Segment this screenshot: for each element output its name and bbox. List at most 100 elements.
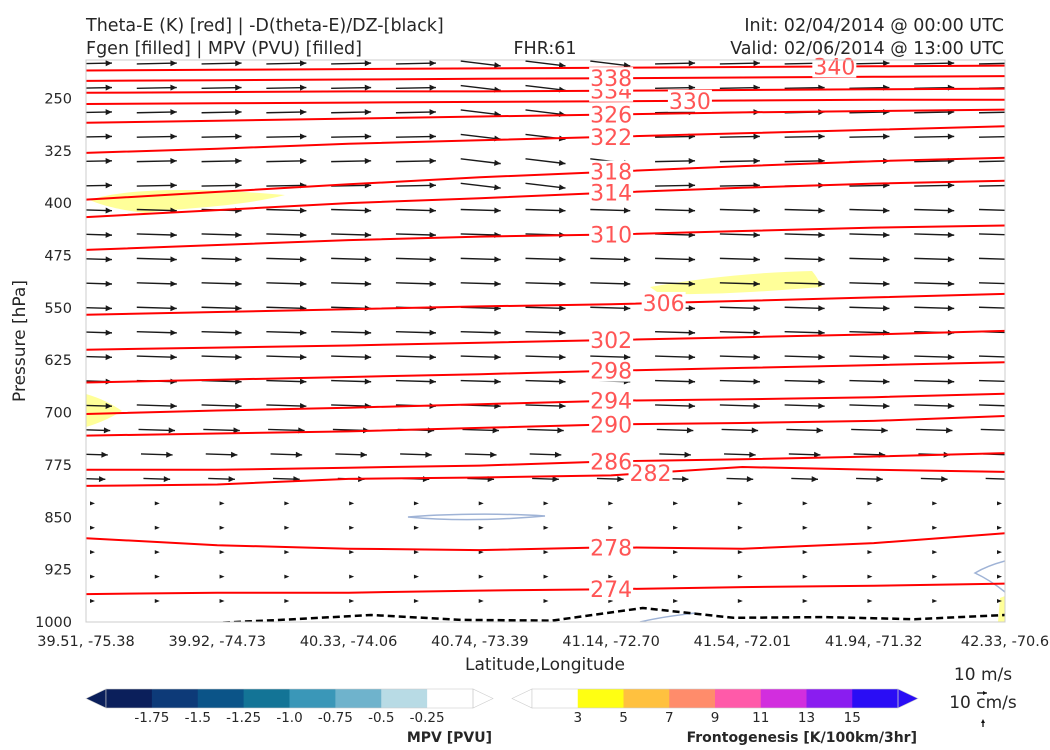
wind-arrow — [673, 501, 679, 506]
theta-e-label-layer: 2742782822862902942983023063103143183223… — [589, 55, 857, 603]
wind-arrow — [737, 525, 743, 530]
wind-arrow — [784, 354, 825, 361]
wind-arrow — [590, 305, 631, 312]
wind-arrow — [154, 550, 160, 555]
wind-arrow — [90, 525, 95, 530]
theta-e-label-bg — [589, 103, 634, 126]
wind-arrow — [154, 599, 160, 604]
wind-arrow — [395, 157, 436, 164]
wind-arrow — [266, 256, 307, 263]
wind-arrow — [136, 256, 177, 263]
wind-arrow — [201, 60, 242, 67]
colorbar-swatch — [427, 689, 474, 708]
y-tick-label: 700 — [44, 406, 72, 422]
wind-arrow — [266, 84, 307, 91]
wind-arrow — [914, 378, 955, 385]
wind-arrow — [914, 402, 955, 409]
colorbar-swatch — [577, 689, 624, 708]
wind-arrow — [90, 501, 95, 506]
wind-arrow — [331, 329, 372, 336]
wind-arrow — [978, 379, 1005, 383]
wind-arrow — [395, 231, 436, 238]
wind-arrow — [590, 354, 631, 361]
wind-arrow — [527, 427, 564, 434]
wind-arrow — [724, 451, 756, 458]
wind-arrow — [608, 501, 614, 506]
colorbar-swatch — [669, 689, 716, 708]
wind-arrow — [136, 402, 177, 409]
wind-arrow — [86, 60, 113, 67]
y-tick-label: 325 — [44, 144, 72, 160]
wind-arrow — [596, 476, 624, 483]
wind-arrow — [997, 525, 1002, 530]
wind-arrow — [201, 354, 242, 361]
wind-arrow — [655, 84, 696, 91]
colorbar-swatch — [381, 689, 428, 708]
theta-e-label: 294 — [590, 390, 632, 415]
wind-arrow — [395, 329, 436, 336]
wind-arrow — [525, 158, 566, 166]
theta-e-contour-314 — [86, 179, 1005, 219]
wind-arrow — [270, 451, 303, 458]
wind-arrow — [543, 501, 549, 506]
wind-arrow — [464, 451, 497, 458]
wind-arrow — [201, 133, 242, 140]
colorbar-swatch — [623, 689, 670, 708]
wind-arrow — [395, 280, 436, 287]
wind-arrow — [525, 280, 566, 287]
wind-arrow — [219, 525, 225, 530]
wind-arrow — [136, 305, 177, 312]
wind-arrow — [395, 84, 436, 91]
mpv-colorbar: -1.75 -1.5 -1.25 -1.0 -0.75 -0.5 -0.25 — [85, 688, 494, 726]
theta-e-label-bg — [589, 67, 634, 90]
wind-arrow — [219, 501, 225, 506]
wind-arrow — [525, 256, 566, 263]
wind-arrow — [86, 427, 111, 434]
theta-e-label: 306 — [643, 292, 685, 317]
title-left-line-1: Theta-E (K) [red] | -D(theta-E)/DZ-[blac… — [85, 16, 444, 36]
wind-arrow — [86, 109, 113, 116]
wind-arrow — [201, 84, 242, 91]
y-tick-label: 250 — [44, 91, 72, 107]
wind-arrow — [284, 574, 290, 579]
wind-arrow — [331, 256, 372, 263]
theta-e-label: 338 — [590, 67, 632, 92]
colorbar-outline — [105, 688, 474, 709]
wind-arrow — [784, 280, 825, 287]
wind-arrow — [784, 378, 825, 385]
wind-arrow — [136, 157, 177, 164]
theta-e-label-bg — [589, 181, 634, 204]
colorbar-outline — [531, 688, 899, 709]
wind-arrow — [86, 451, 108, 458]
wind-arrow — [978, 306, 1005, 309]
wind-arrow — [478, 550, 484, 555]
mpv-contour-850 — [407, 513, 546, 521]
wind-arrow — [460, 329, 501, 336]
wind-arrow — [201, 182, 242, 189]
y-tick-label: 925 — [44, 563, 72, 579]
wind-arrow — [201, 157, 242, 164]
mpv-colorbar-title: MPV [PVU] — [407, 730, 492, 746]
theta-e-contour-298 — [86, 361, 1005, 384]
wind-arrow — [395, 378, 436, 385]
colorbar-tick-label: 5 — [619, 710, 628, 726]
wind-arrow — [721, 427, 759, 434]
plot-frame — [85, 59, 1006, 623]
wind-arrow — [784, 402, 825, 409]
wind-arrow — [460, 354, 501, 361]
wind-arrow — [802, 599, 808, 604]
wind-arrow — [525, 305, 566, 312]
wind-arrow — [914, 60, 955, 67]
wind-arrow — [673, 574, 679, 579]
mpv-contour-layer — [407, 513, 1005, 622]
y-tick-label: 625 — [44, 353, 72, 369]
wind-arrow — [590, 280, 631, 287]
wind-arrow — [154, 574, 160, 579]
wind-arrow — [86, 182, 113, 189]
theta-e-label-bg — [589, 125, 634, 148]
theta-e-contour-318 — [86, 156, 1005, 201]
x-tick-label: 42.33, -70.6 — [961, 634, 1049, 650]
wind-arrow — [529, 451, 562, 458]
wind-arrow — [784, 207, 825, 214]
wind-arrow — [331, 207, 372, 214]
